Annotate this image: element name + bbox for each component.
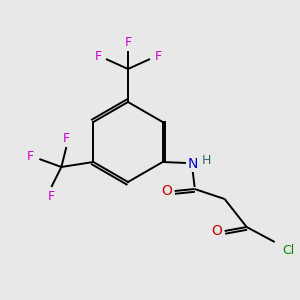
Text: O: O [161,184,172,198]
Text: F: F [154,50,162,62]
Text: F: F [27,149,34,163]
Text: O: O [211,224,222,238]
Text: F: F [124,37,132,50]
Text: H: H [202,154,211,166]
Text: Cl: Cl [283,244,295,256]
Text: N: N [188,157,198,171]
Text: F: F [94,50,102,62]
Text: F: F [48,190,55,202]
Text: F: F [63,131,70,145]
